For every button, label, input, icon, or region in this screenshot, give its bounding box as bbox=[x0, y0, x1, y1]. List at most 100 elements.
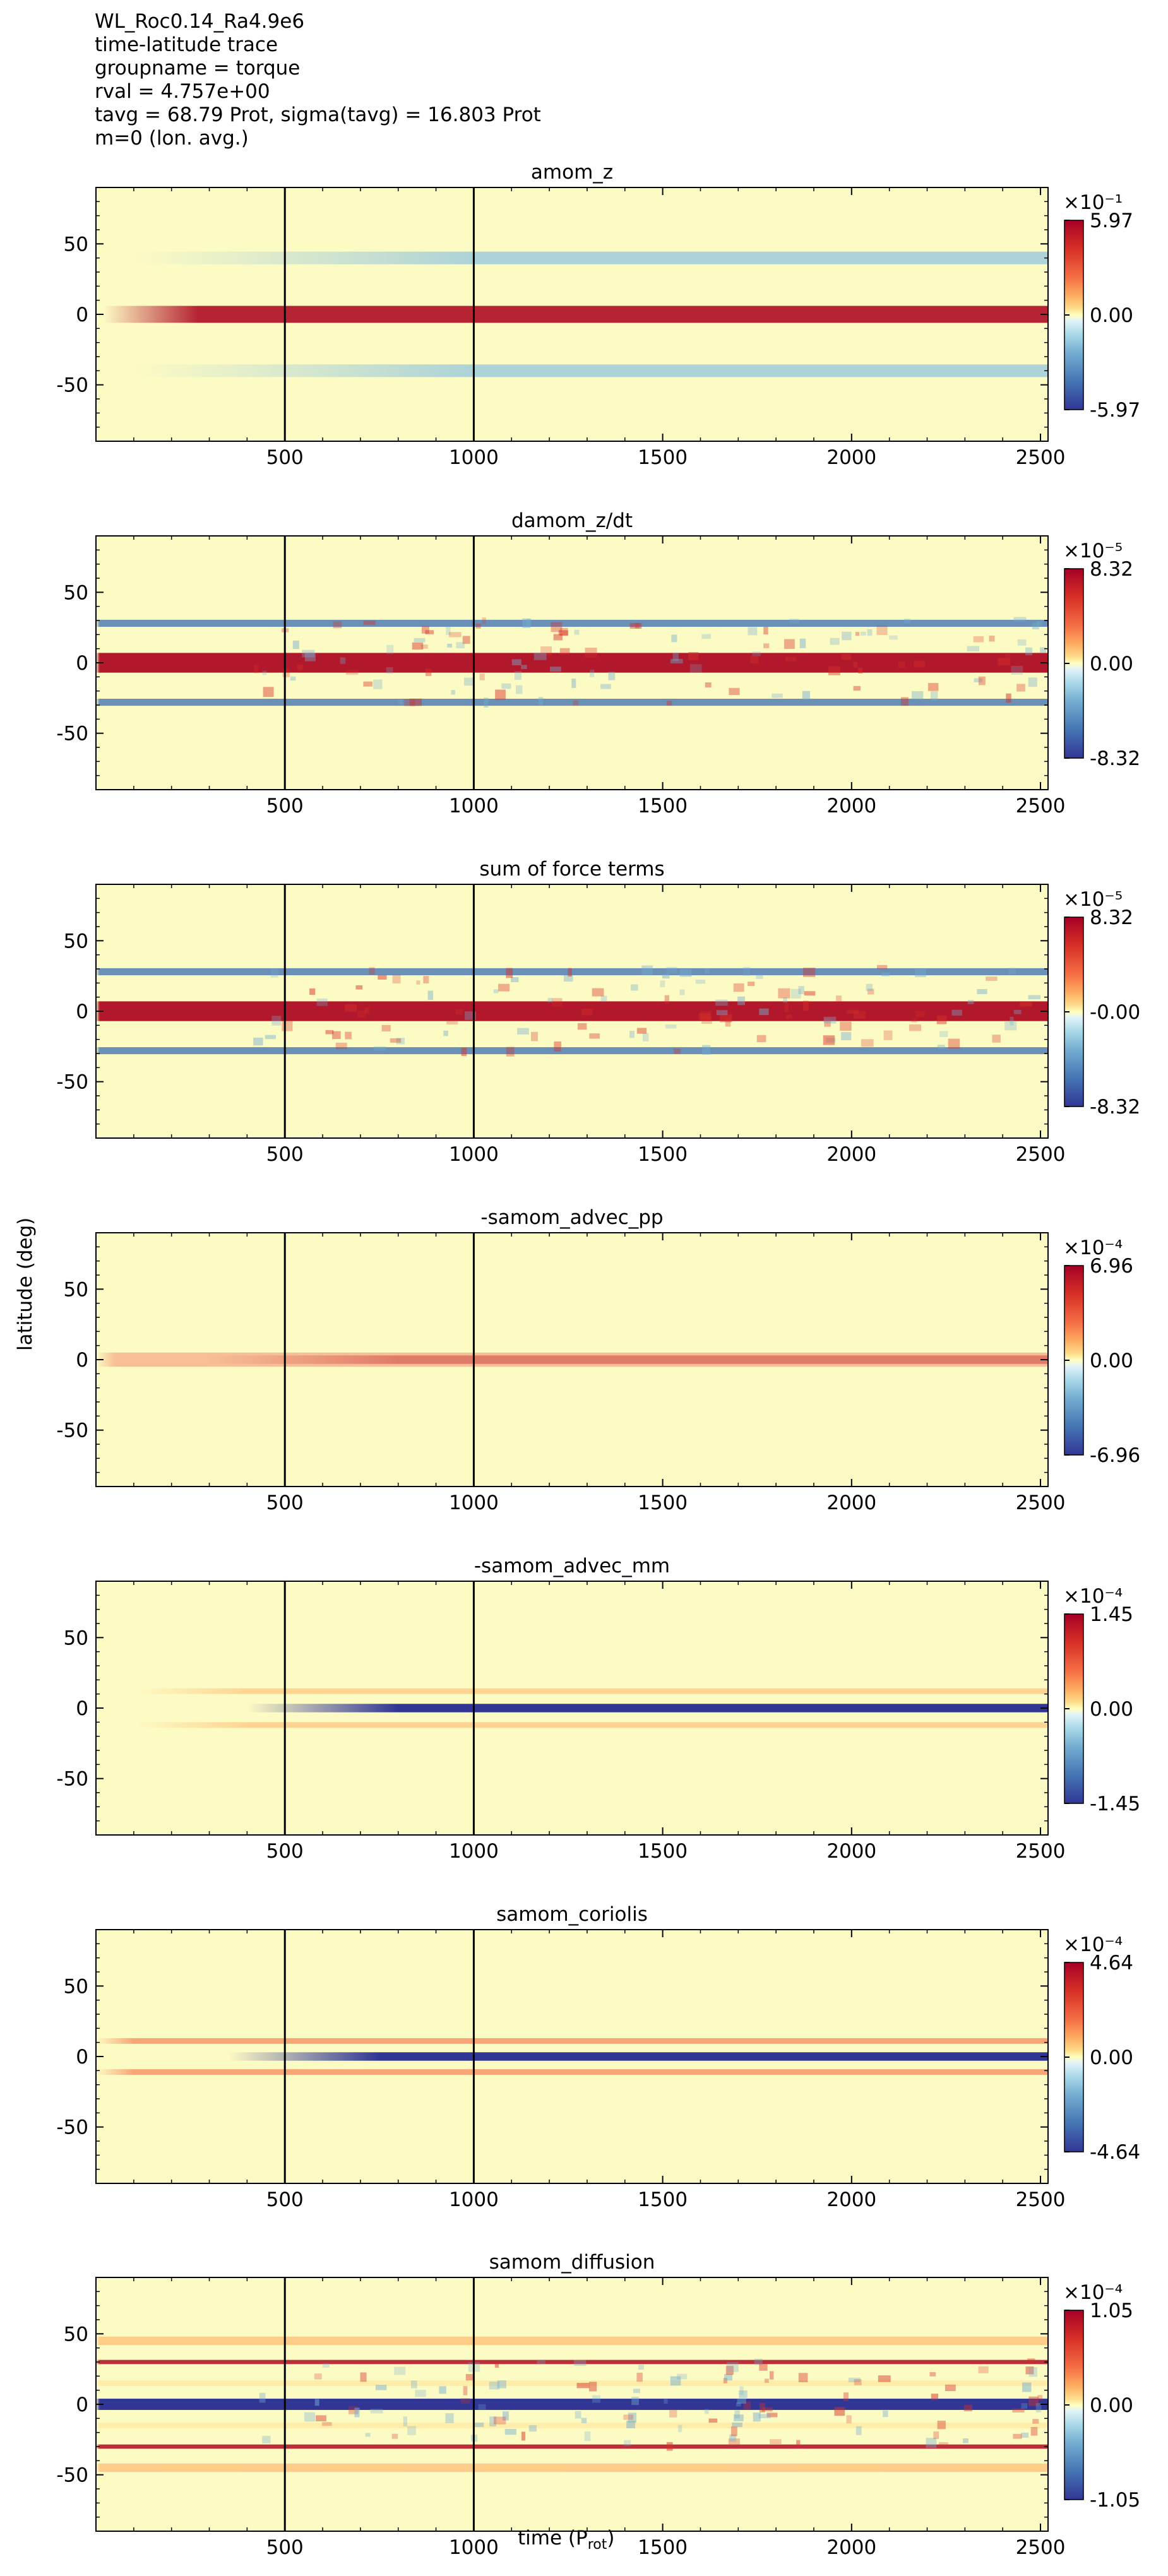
heatmap-streak bbox=[392, 975, 401, 983]
colorbar-tick-label: -8.32 bbox=[1090, 747, 1140, 770]
heatmap-streak bbox=[939, 1031, 948, 1037]
heatmap-streak bbox=[493, 2416, 506, 2425]
heatmap-streak bbox=[728, 2438, 740, 2445]
heatmap-streak bbox=[992, 1035, 1001, 1043]
y-tick-label: -50 bbox=[56, 1071, 88, 1094]
heatmap-streak bbox=[701, 634, 711, 639]
y-tick-label: 50 bbox=[64, 581, 88, 604]
heatmap-streak bbox=[853, 686, 861, 691]
colorbar-tick-label: 8.32 bbox=[1090, 906, 1133, 929]
heatmap-streak bbox=[824, 1018, 831, 1027]
heatmap-streak bbox=[623, 2414, 634, 2420]
header-line: WL_Roc0.14_Ra4.9e6 bbox=[95, 10, 305, 33]
x-tick-label: 1000 bbox=[449, 1840, 499, 1863]
heatmap-streak bbox=[758, 2414, 771, 2419]
heatmap-streak bbox=[1010, 1016, 1014, 1026]
heatmap-streak bbox=[641, 965, 653, 975]
heatmap-streak bbox=[590, 670, 595, 677]
heatmap-streak bbox=[1013, 2433, 1022, 2439]
heatmap-streak bbox=[848, 2377, 861, 2383]
colorbar-exponent: ×10⁻⁴ bbox=[1063, 1585, 1123, 1608]
heatmap-streak bbox=[584, 2431, 591, 2442]
heatmap-streak bbox=[729, 687, 740, 696]
x-tick-label: 1000 bbox=[449, 1492, 499, 1514]
colorbar-tick-label: 0.00 bbox=[1090, 2394, 1133, 2417]
heatmap-streak bbox=[1032, 622, 1039, 630]
heatmap-streak bbox=[506, 968, 513, 978]
heatmap-streak bbox=[748, 982, 755, 987]
heatmap-streak bbox=[798, 986, 804, 994]
heatmap-streak bbox=[823, 1035, 835, 1045]
heatmap-streak bbox=[973, 636, 984, 643]
heatmap-streak bbox=[270, 968, 278, 978]
heatmap-streak bbox=[415, 2390, 426, 2397]
y-tick-label: 50 bbox=[64, 1627, 88, 1649]
heatmap-field bbox=[96, 1233, 1048, 1487]
colorbar-tick-label: 0.00 bbox=[1090, 304, 1133, 327]
heatmap-streak bbox=[588, 2382, 597, 2392]
heatmap-streak bbox=[378, 975, 387, 980]
colorbar-exponent: ×10⁻⁵ bbox=[1063, 888, 1123, 911]
heatmap-streak bbox=[759, 2402, 765, 2413]
heatmap-streak bbox=[854, 2379, 862, 2385]
header-line: m=0 (lon. avg.) bbox=[95, 127, 249, 150]
heatmap-streak bbox=[563, 975, 573, 982]
heatmap-streak bbox=[552, 998, 563, 1007]
heatmap-streak bbox=[571, 679, 576, 688]
heatmap-streak bbox=[785, 656, 797, 662]
heatmap-streak bbox=[669, 2409, 677, 2418]
colorbar bbox=[1064, 568, 1084, 759]
heatmap-streak bbox=[1040, 647, 1047, 653]
heatmap-streak bbox=[967, 646, 980, 652]
heatmap-streak bbox=[527, 619, 532, 626]
heatmap-streak bbox=[766, 2413, 778, 2418]
colorbar-tick-label: 4.64 bbox=[1090, 1952, 1133, 1974]
heatmap-streak bbox=[729, 2434, 736, 2442]
heatmap-streak bbox=[930, 691, 938, 701]
heatmap-streak bbox=[666, 966, 677, 974]
y-tick-label: 0 bbox=[76, 652, 88, 675]
y-tick-label: 50 bbox=[64, 1975, 88, 1998]
heatmap-streak bbox=[1006, 693, 1011, 703]
heatmap-streak bbox=[581, 2418, 587, 2423]
heatmap-streak bbox=[881, 972, 890, 976]
heatmap-streak bbox=[716, 1010, 728, 1016]
heatmap-streak bbox=[394, 2366, 406, 2375]
heatmap-streak bbox=[592, 2395, 601, 2403]
heatmap-streak bbox=[790, 988, 801, 999]
heatmap-band bbox=[96, 306, 1048, 323]
heatmap-streak bbox=[1016, 684, 1025, 692]
heatmap-streak bbox=[633, 2389, 640, 2394]
y-tick-label: -50 bbox=[56, 1768, 88, 1791]
heatmap-streak bbox=[1028, 677, 1037, 687]
heatmap-streak bbox=[333, 621, 342, 629]
heatmap-streak bbox=[581, 1009, 593, 1016]
heatmap-streak bbox=[666, 2442, 673, 2451]
heatmap-streak bbox=[878, 2375, 891, 2382]
heatmap-streak bbox=[841, 1032, 852, 1040]
heatmap-streak bbox=[752, 651, 761, 656]
heatmap-streak bbox=[889, 635, 898, 640]
x-tick-label: 2500 bbox=[1016, 1840, 1066, 1863]
x-tick-label: 1500 bbox=[638, 795, 688, 817]
heatmap-streak bbox=[698, 1013, 712, 1020]
heatmap-streak bbox=[763, 643, 770, 648]
heatmap-streak bbox=[1025, 2366, 1034, 2375]
y-axis-label: latitude (deg) bbox=[14, 1217, 37, 1351]
heatmap-streak bbox=[866, 983, 873, 992]
heatmap-streak bbox=[360, 2372, 367, 2382]
heatmap-streak bbox=[439, 2386, 446, 2394]
heatmap-streak bbox=[271, 1016, 282, 1026]
heatmap-streak bbox=[843, 2392, 849, 2401]
heatmap-streak bbox=[742, 966, 751, 976]
x-tick-label: 1000 bbox=[449, 2536, 499, 2559]
x-tick-label: 500 bbox=[266, 1840, 304, 1863]
heatmap-band bbox=[96, 2038, 1048, 2044]
x-tick-label: 2500 bbox=[1016, 2188, 1066, 2211]
heatmap-streak bbox=[263, 687, 274, 697]
heatmap-streak bbox=[573, 2359, 587, 2366]
heatmap-streak bbox=[425, 668, 432, 676]
heatmap-streak bbox=[664, 995, 669, 1004]
